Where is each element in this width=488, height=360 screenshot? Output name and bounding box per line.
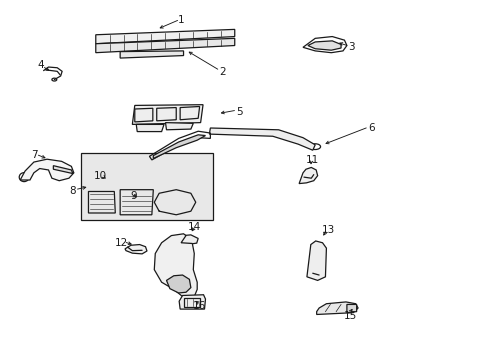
Polygon shape [96, 30, 234, 44]
Text: 13: 13 [321, 225, 334, 235]
Polygon shape [132, 105, 203, 125]
Polygon shape [154, 234, 197, 304]
Text: 5: 5 [236, 107, 243, 117]
Text: 7: 7 [31, 150, 38, 160]
Text: 6: 6 [367, 123, 374, 133]
Polygon shape [153, 135, 205, 158]
Polygon shape [165, 123, 193, 130]
Text: 14: 14 [188, 222, 201, 232]
Polygon shape [125, 244, 147, 254]
Polygon shape [96, 39, 234, 53]
Polygon shape [316, 302, 357, 315]
Text: 8: 8 [69, 186, 76, 196]
Polygon shape [299, 167, 317, 184]
Polygon shape [20, 159, 74, 181]
Polygon shape [179, 295, 205, 309]
Text: 3: 3 [348, 42, 354, 52]
Polygon shape [346, 305, 356, 313]
Polygon shape [166, 275, 190, 293]
Polygon shape [53, 166, 73, 174]
Polygon shape [120, 51, 183, 58]
Polygon shape [81, 153, 212, 220]
Text: 1: 1 [178, 15, 184, 26]
Polygon shape [209, 128, 315, 150]
Polygon shape [307, 41, 340, 50]
Text: 10: 10 [94, 171, 107, 181]
Text: 11: 11 [305, 155, 319, 165]
Text: 16: 16 [193, 301, 206, 311]
Polygon shape [136, 125, 163, 132]
Text: 2: 2 [219, 67, 225, 77]
Text: 9: 9 [130, 191, 136, 201]
Polygon shape [171, 235, 198, 244]
Text: 12: 12 [115, 238, 128, 248]
Polygon shape [306, 241, 326, 280]
Text: 15: 15 [344, 311, 357, 320]
Text: 4: 4 [37, 60, 44, 70]
